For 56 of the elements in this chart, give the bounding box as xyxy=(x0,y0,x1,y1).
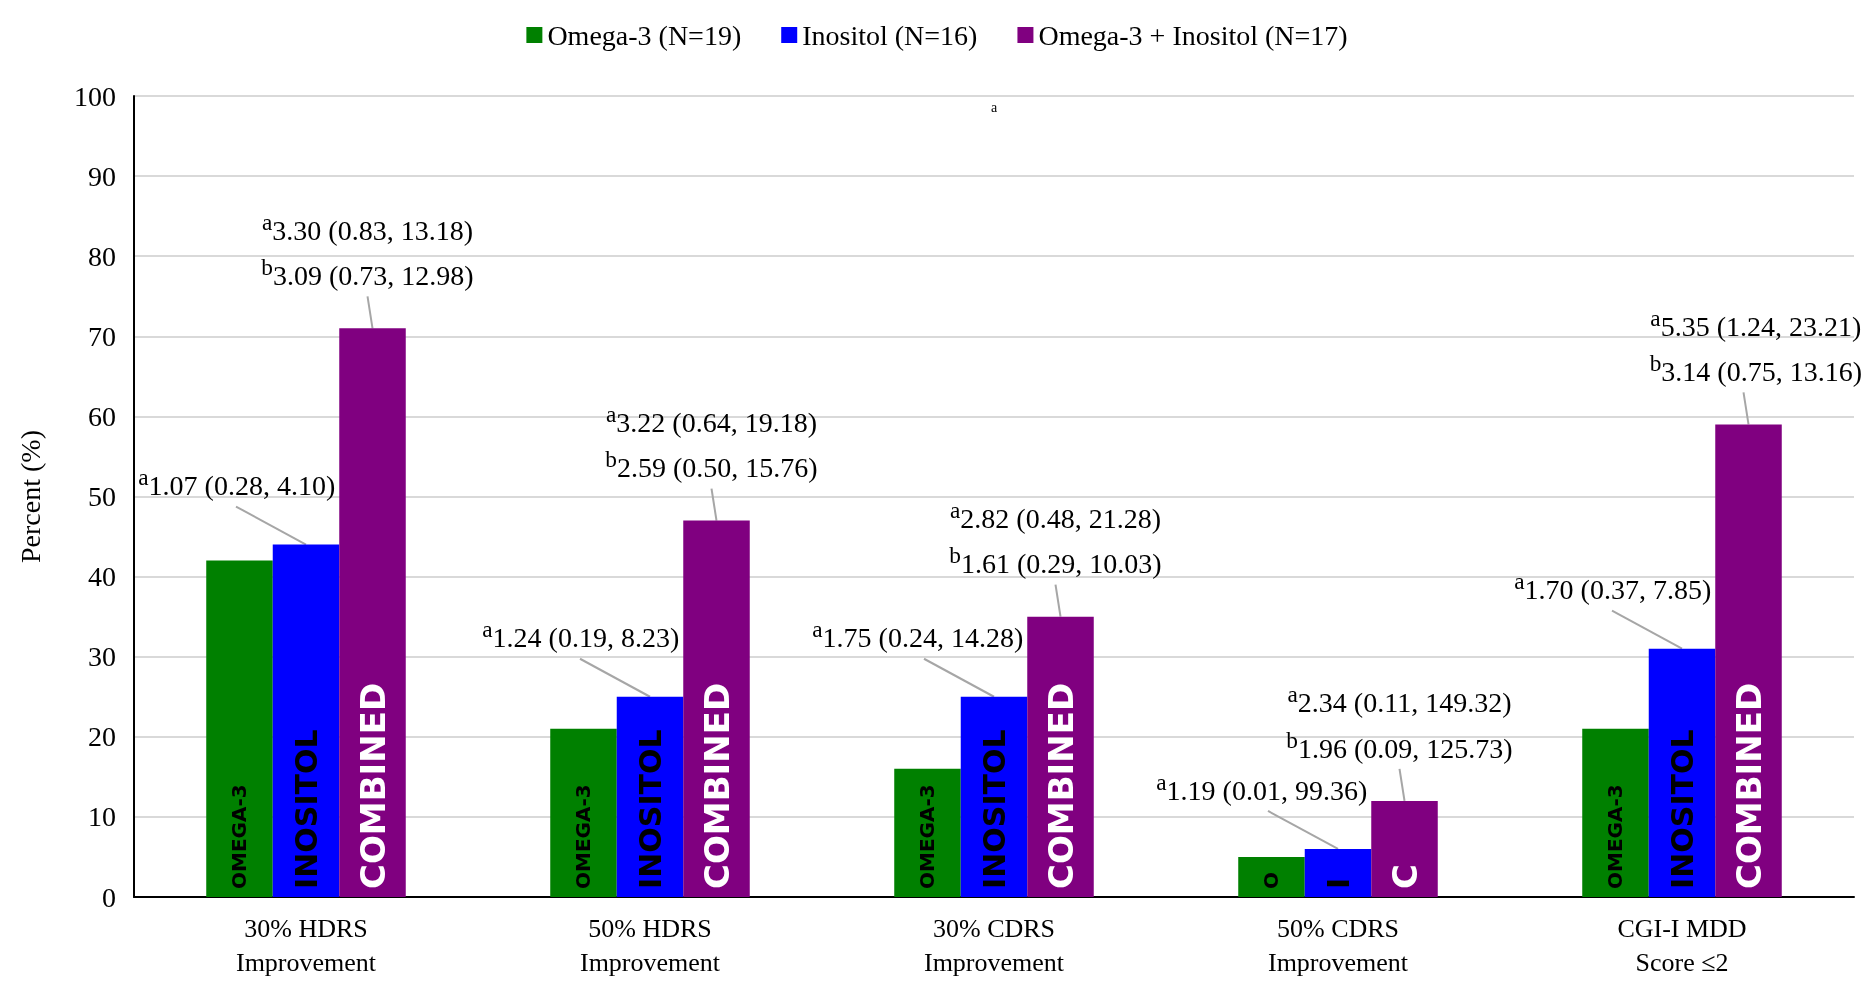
y-tick-label: 50 xyxy=(88,481,116,512)
y-axis-title: Percent (%) xyxy=(14,430,46,563)
y-tick-label: 0 xyxy=(102,881,116,913)
annotation: $^{a}$2.82 (0.48, 21.28) $^{b}$1.61 (0.29, 10.03) xyxy=(949,496,1162,582)
data-label: COMBINED xyxy=(1040,682,1081,889)
data-label: INOSITOL xyxy=(1664,729,1700,889)
y-tick-label: 80 xyxy=(88,240,116,272)
annotation: $^{a}$5.35 (1.24, 23.21) $^{b}$3.14 (0.75, 13.16) xyxy=(1649,303,1862,390)
data-label: OMEGA-3 xyxy=(227,784,252,889)
y-tick-label: 70 xyxy=(88,320,116,352)
y-tick-label: 20 xyxy=(88,721,116,753)
y-tick-label: 90 xyxy=(88,160,116,192)
data-label: COMBINED xyxy=(1728,682,1769,889)
x-tick-label: 30% CDRS Improvement xyxy=(923,913,1065,977)
data-label: C xyxy=(1384,864,1425,889)
bar xyxy=(1238,856,1305,897)
y-tick-label: 60 xyxy=(88,400,116,432)
data-label: O xyxy=(1259,871,1284,889)
annotation: $^{a}$1.70 (0.37, 7.85) xyxy=(1514,567,1712,608)
y-tick-label: 10 xyxy=(88,801,116,833)
data-label: COMBINED xyxy=(696,682,737,889)
annotation: $^{a}$1.75 (0.24, 14.28) xyxy=(812,615,1024,656)
y-tick-label: 100 xyxy=(74,80,116,112)
data-label: OMEGA-3 xyxy=(1603,784,1628,889)
data-label: COMBINED xyxy=(352,682,393,889)
legend-label: Omega-3 + Inositol (N=17) xyxy=(1038,19,1348,51)
bar xyxy=(894,768,961,897)
annotation: $^{a}$2.34 (0.11, 149.32) $^{b}$1.96 (0.09, 125.73) xyxy=(1286,680,1513,766)
x-tick-label: 50% CDRS Improvement xyxy=(1267,913,1409,977)
bar xyxy=(1715,424,1782,897)
data-label: INOSITOL xyxy=(976,729,1012,889)
x-tick-label: 30% HDRS Improvement xyxy=(235,913,377,977)
bar xyxy=(339,328,406,897)
bar xyxy=(1371,800,1438,897)
data-label: I xyxy=(1320,877,1356,889)
bar xyxy=(272,544,340,897)
data-label: OMEGA-3 xyxy=(915,784,940,889)
x-tick-label: CGI-I MDD Score ≤2 xyxy=(1617,913,1747,977)
annotation: a xyxy=(990,99,998,115)
y-tick-label: 30 xyxy=(88,641,116,673)
annotation: $^{a}$3.30 (0.83, 13.18) $^{b}$3.09 (0.73, 12.98) xyxy=(261,207,474,294)
annotation: $^{a}$3.22 (0.64, 19.18) $^{b}$2.59 (0.50, 15.76) xyxy=(605,399,818,486)
bar xyxy=(1582,728,1649,897)
annotation: $^{a}$1.07 (0.28, 4.10) xyxy=(138,463,336,504)
annotation: $^{a}$1.19 (0.01, 99.36) xyxy=(1156,767,1368,808)
data-label: INOSITOL xyxy=(632,729,668,889)
y-tick-label: 40 xyxy=(88,561,116,593)
bar xyxy=(550,728,617,897)
data-label: OMEGA-3 xyxy=(571,784,596,889)
legend-label: Omega-3 (N=19) xyxy=(547,19,742,51)
annotation: $^{a}$1.24 (0.19, 8.23) xyxy=(482,615,680,656)
x-tick-label: 50% HDRS Improvement xyxy=(579,913,721,977)
legend-label: Inositol (N=16) xyxy=(802,19,978,51)
data-label: INOSITOL xyxy=(288,729,324,889)
bar xyxy=(1304,848,1372,897)
bar xyxy=(206,560,273,897)
